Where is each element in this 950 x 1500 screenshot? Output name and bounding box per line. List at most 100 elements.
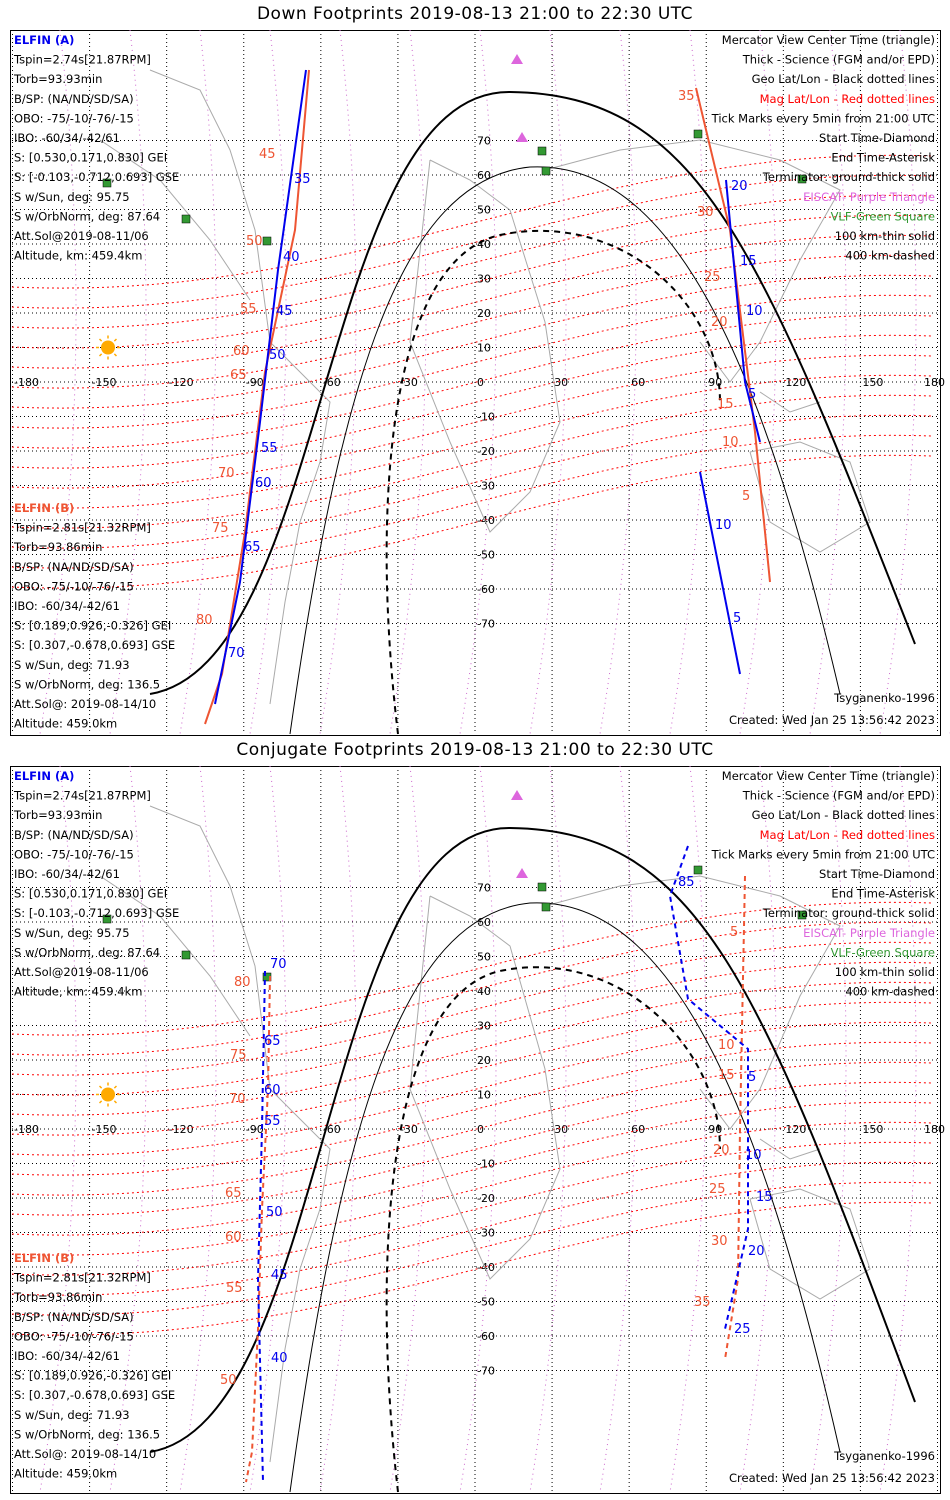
elfin-a-tick-label: 5	[748, 387, 756, 402]
sun-ray	[113, 1085, 118, 1089]
model-label: Tsyganenko-1996	[833, 691, 935, 705]
down-map: -180 -150 -120 -90 -60 -30 0 30 60 90 120 150 180706…	[11, 29, 950, 735]
elfin-a-info-line: IBO: -60/34/-42/61	[14, 131, 120, 145]
legend-item: 100 km-thin solid	[835, 229, 935, 243]
lat-label: -50	[477, 549, 495, 562]
lon-label: -90	[246, 1123, 264, 1136]
lon-label: 180	[924, 376, 945, 389]
legend-item: 400 km-dashed	[845, 249, 935, 263]
elfin-a-tick-label: 25	[734, 1322, 751, 1337]
square-icon	[693, 129, 703, 139]
coastline	[759, 1138, 821, 1160]
elfin-a-info-line: Altitude, km: 459.4km	[14, 985, 142, 999]
lat-label: 70	[477, 135, 491, 148]
mag-tick-label-right: 5	[730, 925, 738, 940]
mag-parallel	[11, 334, 933, 469]
legend-item: VLF-Green Square	[831, 209, 935, 223]
elfin-b-footprint-track	[214, 69, 307, 705]
elfin-a-info-line: B/SP: (NA/ND/SD/SA)	[14, 92, 134, 106]
sun-ray	[98, 1100, 103, 1104]
mag-tick-label-right: 30	[711, 1234, 728, 1249]
lon-label: 120	[785, 1123, 806, 1136]
lat-label: -40	[477, 514, 495, 527]
elfin-b-info-line: Altitude: 459.0km	[14, 717, 117, 731]
elfin-b-info-line: S: [0.189,0.926,-0.326] GEI	[14, 1369, 171, 1383]
mag-parallel	[11, 1181, 933, 1316]
square-icon	[181, 950, 191, 960]
mag-tick-label-left: 65	[225, 1186, 242, 1201]
mag-tick-label-left: 70	[229, 1092, 246, 1107]
elfin-b-footprint-track	[256, 970, 266, 1483]
mag-parallel	[11, 274, 933, 409]
sun-ray	[113, 338, 118, 342]
created-timestamp: Created: Wed Jan 25 13:56:42 2023	[729, 1471, 935, 1485]
elfin-a-tick-label: 85	[678, 875, 695, 890]
terminator-400km	[385, 966, 721, 1493]
coastline	[759, 391, 821, 413]
elfin-a-info-line: S: [0.530,0.171,0.830] GEI	[14, 887, 167, 901]
legend-item: Geo Lat/Lon - Black dotted lines	[752, 72, 935, 86]
square-icon	[797, 174, 807, 184]
sun-icon	[101, 1087, 115, 1102]
triangle-icon	[511, 54, 523, 64]
terminator-ground	[149, 90, 916, 695]
lon-label: -180	[14, 1123, 39, 1136]
elfin-b-info-line: Torb=93.86min	[13, 1290, 102, 1304]
terminator-100km	[289, 166, 841, 735]
sun-ray	[98, 353, 103, 357]
elfin-b-info-line: S w/OrbNorm, deg: 136.5	[14, 677, 160, 691]
mag-tick-label-left: 45	[259, 147, 276, 162]
mag-tick-label-right: 10	[722, 435, 739, 450]
mag-parallel	[11, 1201, 933, 1336]
mag-meridian	[39, 29, 77, 735]
legend-item: EISCAT- Purple Triangle	[803, 190, 935, 204]
legend-item: Start Time-Diamond	[819, 131, 935, 145]
mag-meridian	[179, 29, 217, 735]
elfin-b-info-line: B/SP: (NA/ND/SD/SA)	[14, 560, 134, 574]
elfin-b-info-line: S: [0.307,-0.678,0.693] GSE	[14, 1388, 175, 1402]
terminator-400km	[385, 229, 721, 735]
square-icon	[102, 178, 112, 188]
sun-ray	[98, 338, 103, 342]
elfin-a-info-line: OBO: -75/-10/-76/-15	[14, 111, 134, 125]
square-icon	[693, 865, 703, 875]
terminator-100km	[289, 902, 841, 1493]
mag-parallel	[11, 394, 933, 529]
mag-meridian	[109, 29, 147, 735]
legend-item: Tick Marks every 5min from 21:00 UTC	[711, 847, 935, 861]
lon-label: 120	[785, 376, 806, 389]
terminator-ground	[149, 826, 916, 1453]
mag-parallel	[11, 981, 933, 1116]
elfin-a-info-line: S: [-0.103,-0.712,0.693] GSE	[14, 170, 179, 184]
elfin-a-info-line: S: [-0.103,-0.712,0.693] GSE	[14, 906, 179, 920]
mag-tick-label-right: 25	[704, 270, 721, 285]
lat-label: -40	[477, 1261, 495, 1274]
mag-meridian	[529, 29, 567, 735]
elfin-a-mag-track	[695, 87, 771, 583]
mag-parallel	[11, 1161, 933, 1296]
mag-tick-label-left: 75	[212, 521, 229, 536]
elfin-b-tick-label: 50	[269, 348, 286, 363]
mag-tick-label-right: 35	[678, 89, 695, 104]
legend-item: Terminator: ground-thick solid	[762, 170, 935, 184]
elfin-b-info-line: S w/Sun, deg: 71.93	[14, 1408, 130, 1422]
mag-parallel	[11, 1101, 933, 1236]
lon-label: 150	[862, 376, 883, 389]
elfin-a-footprint-track	[725, 179, 761, 443]
square-icon	[537, 882, 547, 892]
sun-icon	[101, 340, 115, 355]
elfin-a-info-line: S w/OrbNorm, deg: 87.64	[14, 209, 160, 223]
lon-label: -30	[400, 1123, 418, 1136]
lon-label: 0	[477, 1123, 484, 1136]
square-icon	[797, 910, 807, 920]
coastline	[544, 875, 841, 1130]
mag-tick-label-left: 60	[225, 1230, 242, 1245]
lon-label: 30	[554, 376, 568, 389]
mag-meridian	[389, 29, 427, 735]
legend-item: Terminator: ground-thick solid	[762, 906, 935, 920]
coastline	[149, 69, 331, 705]
mag-meridian	[599, 29, 637, 735]
legend-item: VLF-Green Square	[831, 945, 935, 959]
elfin-b-tick-label: 40	[271, 1351, 288, 1366]
